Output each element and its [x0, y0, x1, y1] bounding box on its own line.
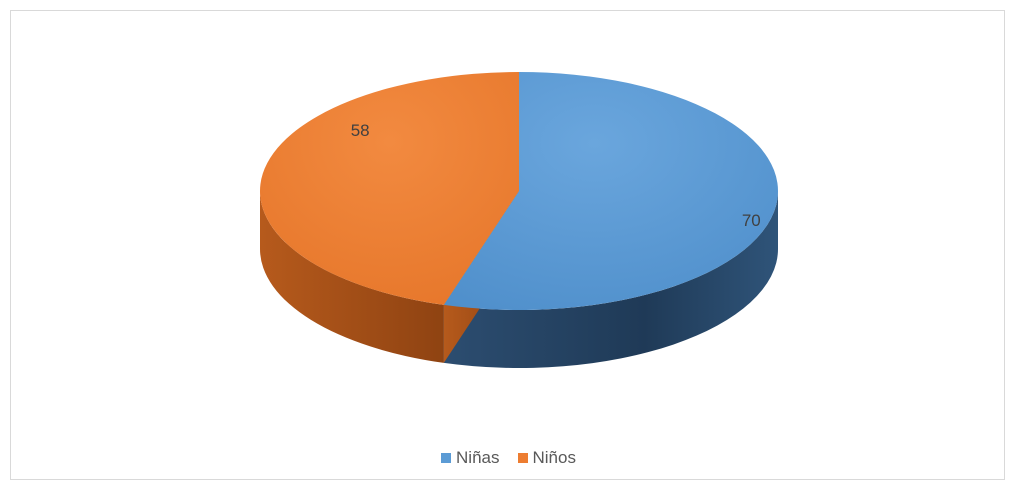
data-label-ninas: 70	[742, 211, 761, 230]
legend-swatch-ninas	[441, 453, 452, 463]
legend-item-ninas: Niñas	[441, 448, 500, 468]
legend: Niñas Niños	[0, 448, 1017, 468]
pie-slice-side-ninos	[260, 191, 444, 363]
legend-label-ninos: Niños	[532, 448, 576, 467]
pie-slice-ninas	[443, 72, 778, 310]
legend-swatch-ninos	[517, 453, 528, 463]
legend-item-ninos: Niños	[517, 448, 576, 468]
pie-slice-side-ninas	[443, 191, 778, 368]
data-label-ninos: 58	[351, 121, 370, 140]
pie-slice-ninos	[259, 72, 519, 305]
legend-label-ninas: Niñas	[456, 448, 500, 467]
